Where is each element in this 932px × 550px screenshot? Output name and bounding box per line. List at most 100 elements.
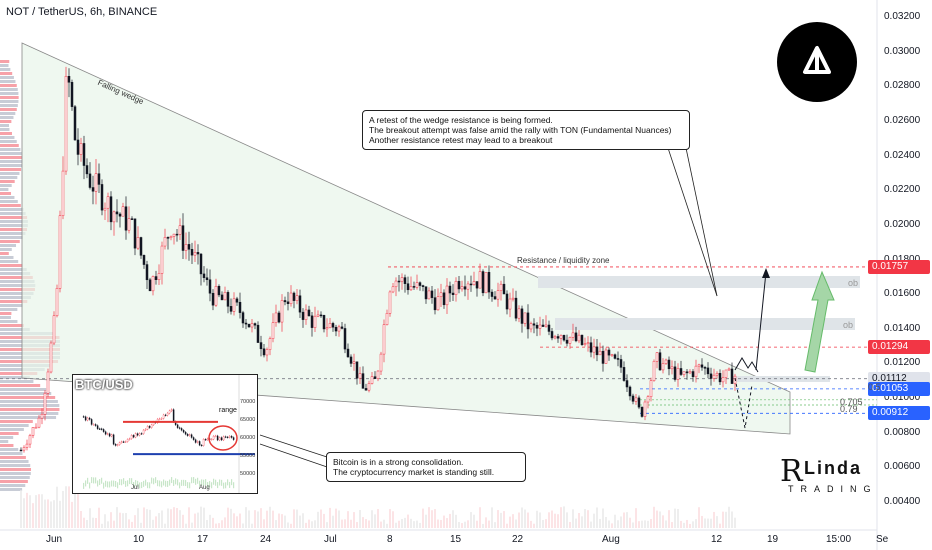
candle-body bbox=[259, 342, 263, 350]
btc-range-label: range bbox=[219, 407, 237, 414]
inset-volume-bar bbox=[119, 479, 121, 486]
inset-candle-body bbox=[190, 434, 193, 438]
volume-profile-bar bbox=[0, 168, 22, 171]
inset-candle-body bbox=[182, 430, 185, 433]
volume-bar bbox=[410, 518, 412, 528]
candle-body bbox=[637, 397, 641, 408]
volume-profile-bar bbox=[0, 96, 19, 99]
candle-body bbox=[316, 314, 320, 317]
volume-bar bbox=[662, 515, 664, 528]
volume-bar bbox=[392, 511, 394, 528]
candle-body bbox=[436, 296, 440, 311]
volume-profile-bar bbox=[0, 464, 31, 467]
volume-bar bbox=[620, 516, 622, 528]
volume-bar bbox=[59, 500, 61, 528]
volume-bar bbox=[113, 520, 115, 528]
volume-bar bbox=[359, 510, 361, 528]
volume-bar bbox=[461, 523, 463, 528]
inset-volume-bar bbox=[127, 480, 129, 487]
candle-body bbox=[334, 326, 338, 332]
inset-candle-body bbox=[120, 441, 123, 443]
inset-volume-bar bbox=[85, 480, 87, 487]
candle-body bbox=[208, 279, 212, 294]
volume-bar bbox=[275, 520, 277, 528]
brand-name: Linda bbox=[804, 458, 862, 478]
candle-body bbox=[709, 373, 713, 379]
candle-body bbox=[601, 350, 605, 364]
volume-bar bbox=[713, 511, 715, 528]
volume-profile-bar bbox=[0, 280, 35, 283]
candle-body bbox=[286, 301, 290, 304]
inset-volume-bar bbox=[153, 478, 155, 485]
candle-body bbox=[325, 327, 329, 330]
inset-candle-body bbox=[166, 412, 169, 416]
candle-body bbox=[646, 396, 650, 403]
inset-volume-bar bbox=[111, 480, 113, 487]
volume-bar bbox=[641, 520, 643, 528]
inset-candle-body bbox=[112, 434, 115, 445]
volume-bar bbox=[41, 494, 43, 528]
volume-profile-bar bbox=[0, 320, 18, 323]
volume-bar bbox=[725, 511, 727, 528]
volume-bar bbox=[281, 514, 283, 528]
projection-zigzag bbox=[734, 357, 759, 373]
candle-body bbox=[103, 207, 107, 211]
candle-body bbox=[541, 324, 545, 327]
candle-body bbox=[655, 352, 659, 362]
volume-bar bbox=[314, 520, 316, 528]
candle-body bbox=[385, 313, 389, 325]
volume-bar bbox=[305, 522, 307, 528]
volume-bar bbox=[86, 519, 88, 528]
inset-candle-body bbox=[144, 429, 147, 431]
candle-body bbox=[475, 281, 479, 289]
volume-profile-bar bbox=[0, 216, 28, 219]
candle-body bbox=[256, 324, 260, 343]
inset-candle-body bbox=[186, 434, 189, 436]
candle-body bbox=[139, 237, 143, 256]
inset-candle-body bbox=[90, 419, 93, 425]
volume-bar bbox=[110, 512, 112, 528]
volume-profile-bar bbox=[0, 72, 13, 75]
y-tick-label: 0.02200 bbox=[884, 184, 921, 196]
candle-body bbox=[577, 334, 581, 342]
inset-volume-bar bbox=[83, 482, 85, 489]
inset-candle-body bbox=[216, 435, 219, 441]
volume-bar bbox=[578, 513, 580, 528]
candle-body bbox=[610, 354, 614, 356]
candle-body bbox=[406, 283, 410, 291]
volume-bar bbox=[323, 513, 325, 528]
y-tick-label: 0.01400 bbox=[884, 322, 921, 334]
volume-bar bbox=[176, 507, 178, 528]
inset-candle-body bbox=[108, 433, 111, 437]
volume-bar bbox=[608, 520, 610, 528]
volume-bar bbox=[83, 517, 85, 528]
volume-bar bbox=[200, 506, 202, 528]
inset-candle-body bbox=[142, 429, 145, 434]
candle-body bbox=[100, 184, 104, 211]
volume-bar bbox=[623, 512, 625, 528]
volume-bar bbox=[617, 520, 619, 528]
volume-bar bbox=[476, 520, 478, 528]
volume-bar bbox=[212, 517, 214, 528]
inset-volume-bar bbox=[207, 482, 209, 489]
candle-body bbox=[244, 322, 248, 325]
volume-bar bbox=[329, 507, 331, 528]
candle-body bbox=[337, 326, 341, 332]
candle-body bbox=[292, 292, 296, 301]
volume-bar bbox=[365, 519, 367, 528]
volume-bar bbox=[587, 510, 589, 528]
candle-body bbox=[418, 282, 422, 286]
volume-profile-bar bbox=[0, 276, 33, 279]
volume-bar bbox=[257, 511, 259, 528]
inset-volume-bar bbox=[233, 482, 235, 489]
volume-bar bbox=[158, 513, 160, 528]
volume-bar bbox=[653, 506, 655, 528]
candle-body bbox=[217, 286, 221, 296]
candle-body bbox=[562, 335, 566, 341]
volume-profile-bar bbox=[0, 404, 60, 407]
volume-profile-bar bbox=[0, 196, 15, 199]
inset-volume-bar bbox=[117, 482, 119, 489]
candle-body bbox=[25, 443, 29, 448]
volume-bar bbox=[413, 521, 415, 528]
inset-volume-bar bbox=[87, 477, 89, 484]
